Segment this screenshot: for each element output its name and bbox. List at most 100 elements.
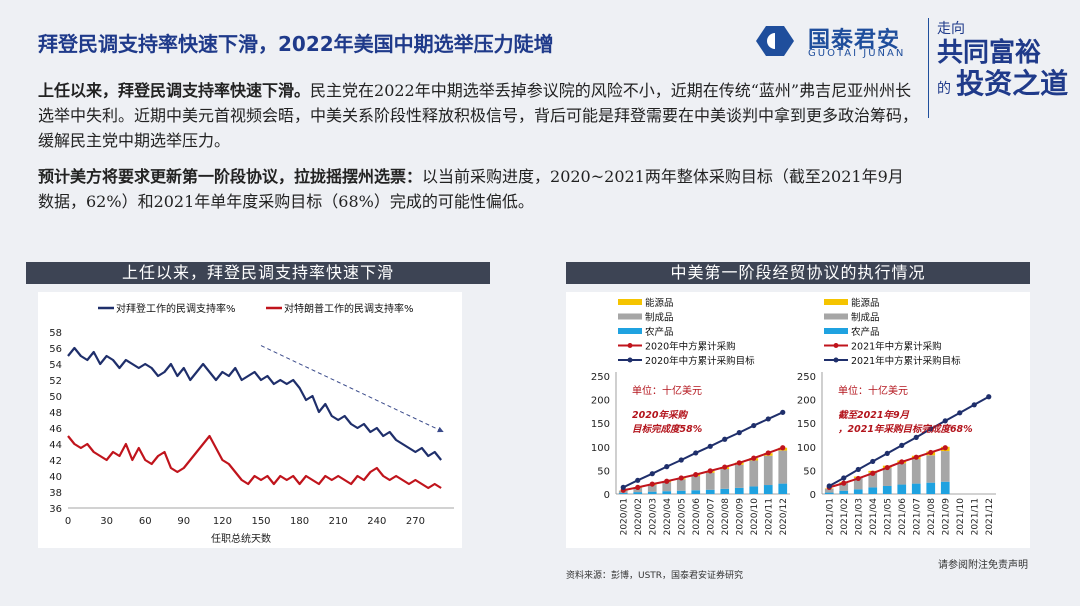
bar-segment	[676, 490, 686, 494]
bar-segment	[868, 487, 878, 494]
bar-segment	[705, 472, 715, 490]
x-tick-label: 2020/05	[677, 498, 687, 535]
x-tick-label: 2021/12	[985, 498, 995, 535]
bar-segment	[824, 492, 834, 494]
series-point	[780, 409, 786, 415]
series-point	[635, 477, 641, 483]
x-tick-label: 2021/10	[956, 498, 966, 536]
y-tick-label: 0	[810, 490, 816, 501]
series-line-4	[622, 411, 784, 489]
paragraph-1: 上任以来，拜登民调支持率快速下滑。民主党在2022年中期选举丢掉参议院的风险不小…	[38, 78, 918, 153]
y-tick-label: 200	[797, 396, 816, 407]
series-point	[870, 470, 876, 476]
x-tick-label: 2020/12	[779, 498, 789, 535]
series-point	[870, 458, 876, 465]
series-point	[884, 464, 890, 471]
x-tick-label: 2021/04	[869, 498, 879, 536]
bar-segment	[882, 485, 892, 494]
slogan-line2: 共同富裕	[937, 38, 1042, 68]
paragraph-2: 预计美方将要求更新第一阶段协议，拉拢摇摆州选票：以当前采购进度，2020~202…	[38, 164, 918, 214]
legend-label-3: 2021年中方累计采购	[851, 341, 942, 353]
series-point	[855, 475, 861, 482]
series-point	[736, 430, 742, 436]
trend-arrow	[260, 345, 444, 433]
bar-segment	[882, 468, 892, 486]
annotation-line-1: 截至2021年9月	[838, 409, 910, 421]
approval-chart-panel: 对拜登工作的民调支持率% 对特朗普工作的民调支持率% 36 38 40 42 44 46 48 5…	[38, 292, 462, 548]
slogan-line1: 走向	[937, 21, 965, 37]
bar-segment	[868, 472, 878, 488]
series-point	[957, 410, 963, 416]
series-point	[928, 426, 934, 432]
y-tick-label: 44	[49, 440, 62, 451]
x-tick-label: 2021/05	[883, 498, 893, 535]
x-tick-label: 2021/03	[854, 498, 864, 535]
disclaimer-note: 请参阅附注免责声明	[938, 560, 1028, 571]
series-point	[664, 464, 670, 470]
bar-segment	[763, 485, 773, 494]
x-tick-label: 2020/09	[735, 498, 745, 536]
legend-label-0: 对拜登工作的民调支持率%	[116, 302, 236, 315]
series-point	[678, 457, 684, 463]
legend-label-1: 对特朗普工作的民调支持率%	[284, 302, 414, 315]
unit-label: 单位：十亿美元	[838, 384, 908, 397]
series-point	[649, 471, 655, 477]
x-tick-label: 180	[290, 516, 309, 527]
series-point	[913, 454, 919, 460]
slogan-line4: 投资之道	[956, 67, 1069, 100]
source-note: 资料来源：彭博，USTR，国泰君安证券研究	[566, 571, 744, 581]
bar-segment	[897, 484, 907, 494]
y-tick-label: 150	[797, 419, 816, 430]
bar-segment	[763, 455, 773, 486]
x-tick-label: 2020/08	[721, 498, 731, 536]
x-tick-label: 2020/11	[764, 498, 774, 535]
legend-label-4: 2020年中方累计采购目标	[645, 355, 755, 367]
series-point	[855, 466, 861, 473]
annotation-line-2: 目标完成度58%	[632, 423, 702, 435]
slogan: 走向 共同富裕 的 投资之道	[928, 18, 1077, 118]
paragraph-2-lead: 预计美方将要求更新第一阶段协议，拉拢摇摆州选票：	[38, 167, 423, 186]
legend-marker-4	[833, 357, 839, 363]
bar-segment	[940, 481, 950, 494]
y-tick-label: 50	[803, 466, 816, 477]
legend-swatch-1	[618, 313, 642, 320]
legend-label-1: 制成品	[645, 312, 674, 324]
bar-segment	[662, 482, 672, 492]
y-tick-label: 150	[591, 419, 610, 430]
legend-label-2: 农产品	[645, 326, 674, 338]
series-point	[942, 445, 948, 451]
y-tick-label: 56	[49, 344, 62, 355]
legend-label-4: 2021年中方累计采购目标	[851, 355, 961, 367]
series-point	[722, 436, 728, 442]
series-line-1	[67, 434, 442, 490]
y-tick-label: 48	[49, 408, 62, 419]
y-tick-label: 54	[49, 360, 62, 371]
x-tick-label: 2021/01	[825, 498, 835, 535]
x-tick-label: 0	[65, 516, 71, 527]
series-point	[899, 459, 905, 465]
legend-swatch-2	[618, 328, 642, 334]
y-tick-label: 250	[591, 372, 610, 383]
x-tick-label: 150	[251, 516, 270, 527]
legend-label-1: 制成品	[851, 312, 880, 324]
series-point	[693, 472, 699, 478]
series-line-3	[623, 446, 784, 492]
y-tick-label: 200	[591, 396, 610, 407]
x-tick-label: 240	[367, 516, 386, 527]
x-tick-label: 2020/10	[750, 498, 760, 536]
x-tick-label: 120	[213, 516, 232, 527]
x-tick-label: 2020/07	[706, 498, 716, 535]
annotation-line-1: 2020年采购	[632, 409, 688, 421]
trade-chart-panel: 能源品 制成品 农产品 2020年中方累计采购 2020年中方累计采购目标 0 50 100 1…	[566, 292, 1030, 548]
y-tick-label: 50	[49, 392, 62, 403]
y-tick-label: 40	[49, 472, 62, 483]
bar-segment	[911, 483, 921, 494]
legend-marker-3	[833, 343, 839, 348]
series-point	[620, 484, 626, 490]
series-point	[751, 455, 757, 461]
series-point	[765, 416, 771, 422]
series-point	[765, 450, 771, 456]
bar-segment	[720, 468, 730, 489]
